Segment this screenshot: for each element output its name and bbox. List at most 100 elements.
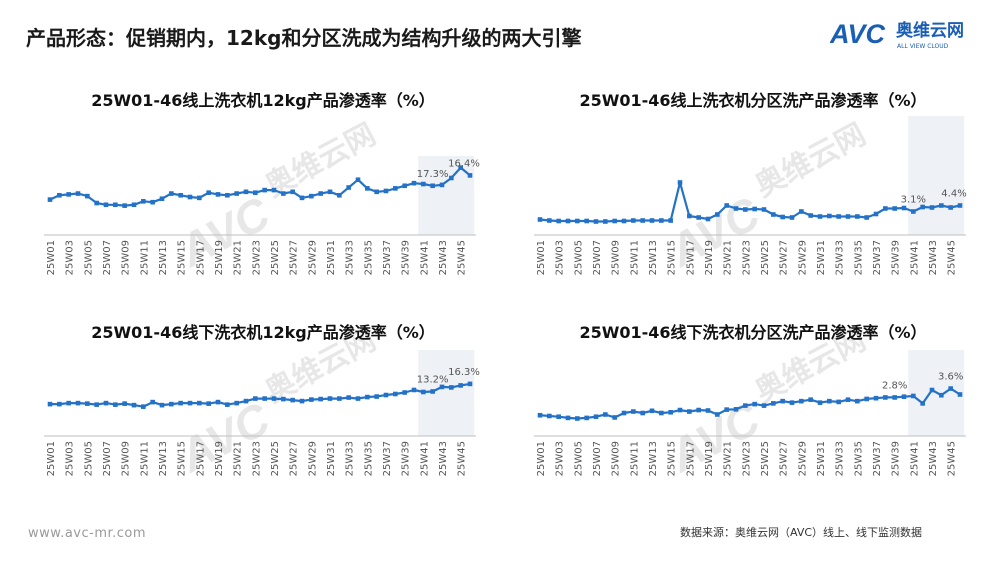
- x-tick-label: 25W27: [289, 441, 300, 476]
- data-point: [393, 186, 398, 191]
- data-point: [920, 204, 925, 210]
- series-line: [539, 181, 961, 223]
- data-point: [705, 216, 711, 222]
- data-point: [761, 403, 767, 408]
- x-tick-label: 25W15: [177, 441, 188, 476]
- data-point: [383, 188, 389, 194]
- x-tick-label: 25W27: [779, 441, 790, 476]
- data-point: [94, 200, 99, 206]
- data-point: [225, 192, 230, 198]
- x-tick-label: 25W01: [46, 441, 57, 476]
- x-tick-label: 25W39: [891, 240, 902, 275]
- x-tick-label: 25W01: [46, 240, 57, 275]
- data-point: [421, 181, 426, 187]
- data-point: [262, 396, 267, 401]
- data-point: [827, 398, 832, 404]
- data-point: [836, 399, 841, 405]
- data-point: [752, 401, 757, 407]
- data-point: [584, 218, 589, 224]
- x-tick-label: 25W29: [307, 240, 318, 275]
- data-point: [458, 383, 463, 388]
- data-point: [677, 180, 683, 185]
- x-tick-label: 25W19: [214, 240, 225, 275]
- data-point: [346, 395, 351, 400]
- x-tick-label: 25W37: [382, 441, 393, 476]
- x-tick-label: 25W35: [853, 240, 864, 275]
- data-point: [733, 407, 739, 412]
- x-tick-label: 25W31: [326, 441, 337, 476]
- data-point: [537, 412, 543, 418]
- x-tick-label: 25W41: [909, 240, 920, 275]
- x-tick-label: 25W01: [536, 441, 547, 476]
- data-point: [752, 206, 757, 212]
- data-point: [467, 381, 473, 387]
- data-point: [187, 400, 193, 406]
- data-point: [929, 387, 935, 393]
- logo-en: ALL VIEW CLOUD: [897, 43, 949, 50]
- data-point: [66, 400, 71, 406]
- data-label: 16.3%: [448, 367, 480, 378]
- data-point: [141, 404, 146, 409]
- chart-title: 25W01-46线上洗衣机分区洗产品渗透率（%）: [579, 91, 926, 110]
- data-point: [696, 215, 701, 220]
- x-tick-label: 25W13: [648, 441, 659, 476]
- x-tick-label: 25W15: [667, 441, 678, 476]
- data-point: [402, 390, 407, 395]
- data-point: [556, 414, 561, 420]
- x-tick-label: 25W03: [555, 441, 566, 476]
- data-point: [817, 214, 823, 219]
- data-point: [957, 203, 963, 208]
- data-point: [668, 409, 673, 415]
- data-label: 4.4%: [941, 189, 966, 200]
- data-point: [215, 399, 221, 405]
- data-point: [584, 415, 589, 421]
- data-point: [57, 192, 62, 198]
- data-point: [715, 412, 720, 417]
- x-tick-label: 25W05: [573, 240, 584, 275]
- x-tick-label: 25W03: [65, 441, 76, 476]
- data-point: [696, 407, 701, 413]
- x-tick-label: 25W41: [909, 441, 920, 476]
- data-point: [659, 410, 664, 416]
- x-tick-label: 25W19: [704, 240, 715, 275]
- x-tick-label: 25W09: [121, 240, 132, 275]
- x-tick-label: 25W21: [723, 240, 734, 275]
- x-tick-label: 25W23: [251, 240, 262, 275]
- x-tick-label: 25W43: [928, 240, 939, 275]
- data-point: [593, 414, 599, 420]
- data-point: [421, 389, 426, 395]
- data-point: [883, 395, 888, 400]
- data-point: [85, 401, 90, 406]
- data-point: [724, 203, 729, 208]
- data-point: [556, 218, 561, 224]
- data-point: [640, 218, 645, 223]
- data-point: [159, 402, 165, 408]
- data-point: [892, 395, 897, 400]
- source-note: 数据来源：奥维云网（AVC）线上、线下监测数据: [680, 526, 923, 539]
- x-tick-label: 25W31: [326, 240, 337, 275]
- data-point: [346, 185, 351, 190]
- data-point: [122, 203, 127, 208]
- data-label: 17.3%: [417, 169, 449, 180]
- data-point: [197, 400, 202, 406]
- x-tick-label: 25W21: [233, 240, 244, 275]
- data-point: [705, 408, 711, 413]
- data-point: [234, 400, 239, 406]
- x-tick-label: 25W19: [704, 441, 715, 476]
- data-point: [337, 396, 342, 401]
- x-tick-label: 25W23: [251, 441, 262, 476]
- x-tick-label: 25W21: [233, 441, 244, 476]
- data-point: [827, 213, 832, 219]
- data-point: [808, 397, 813, 402]
- data-point: [290, 397, 295, 403]
- series-line: [539, 387, 961, 420]
- x-tick-label: 25W13: [158, 240, 169, 275]
- x-tick-label: 25W23: [741, 441, 752, 476]
- x-tick-label: 25W19: [214, 441, 225, 476]
- data-point: [365, 186, 370, 191]
- data-point: [169, 401, 174, 407]
- data-point: [94, 402, 99, 407]
- data-point: [649, 218, 655, 223]
- data-point: [547, 218, 552, 223]
